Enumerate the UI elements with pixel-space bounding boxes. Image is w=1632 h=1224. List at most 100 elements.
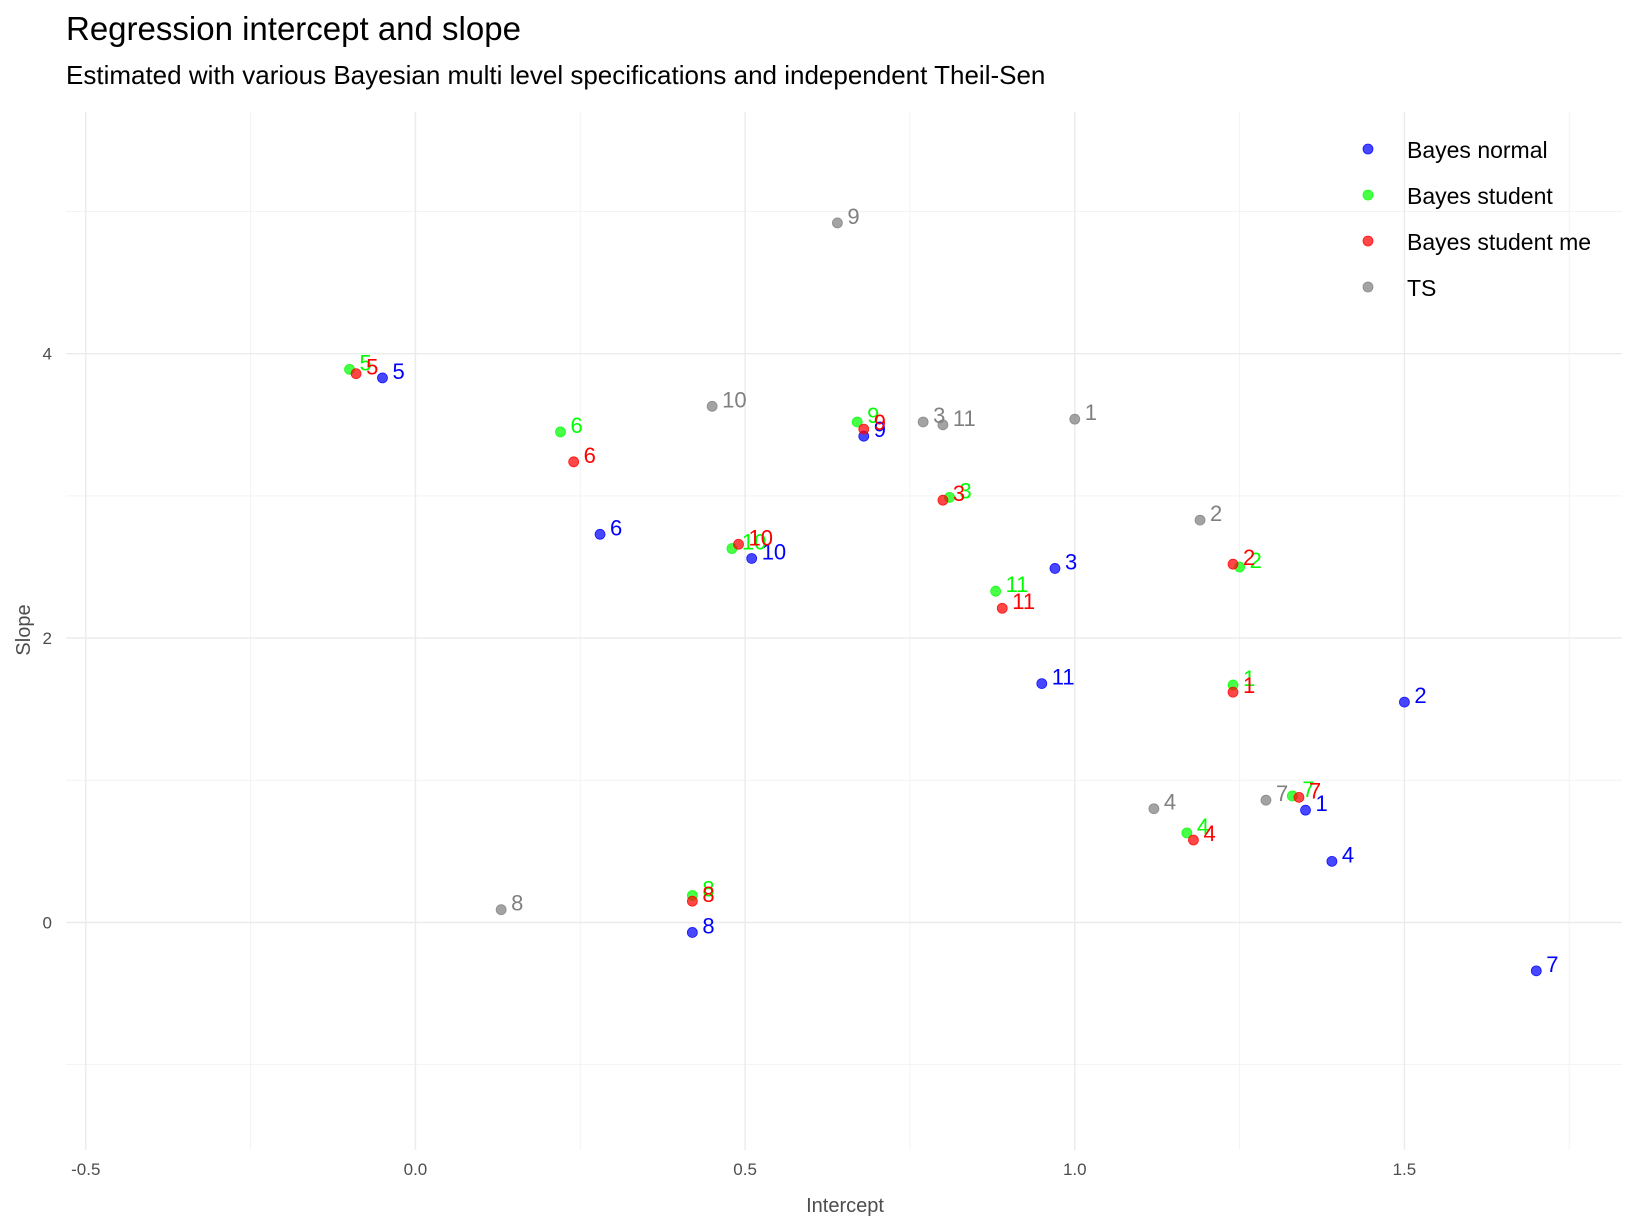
point-label: 4 — [1203, 821, 1215, 846]
point-label: 4 — [1342, 842, 1354, 867]
data-point — [733, 538, 744, 550]
point-label: 10 — [742, 530, 766, 555]
point-label: 7 — [1546, 952, 1558, 977]
point-label: 1 — [1085, 400, 1097, 425]
point-label: 5 — [360, 350, 372, 375]
legend-key — [1362, 235, 1374, 247]
data-point — [1194, 514, 1206, 526]
point-label: 10 — [722, 387, 746, 412]
point-label: 2 — [1414, 683, 1426, 708]
chart-subtitle: Estimated with various Bayesian multi le… — [66, 60, 1045, 90]
data-point — [706, 400, 718, 412]
data-point — [686, 927, 698, 938]
data-point — [746, 553, 758, 564]
data-point — [996, 602, 1008, 614]
x-axis-ticks: -0.5 0.0 0.5 1.0 1.5 — [71, 1160, 1416, 1179]
data-point — [1293, 791, 1305, 803]
data-point — [832, 217, 843, 229]
data-point — [851, 416, 863, 428]
x-tick-label: 0.5 — [733, 1160, 757, 1179]
y-axis-title: Slope — [13, 604, 35, 655]
data-point — [937, 494, 949, 506]
legend: Bayes normal Bayes student Bayes student m… — [1362, 137, 1591, 301]
point-label: 2 — [1250, 548, 1262, 573]
data-point — [594, 528, 606, 540]
point-label: 5 — [366, 355, 378, 380]
legend-key — [1362, 281, 1374, 293]
data-point — [555, 426, 566, 438]
point-label: 8 — [702, 876, 714, 901]
data-point — [1227, 686, 1239, 698]
point-label: 10 — [762, 539, 786, 564]
point-label: 7 — [1276, 781, 1288, 806]
point-label: 11 — [1012, 589, 1035, 614]
x-tick-label: 1.0 — [1063, 1160, 1087, 1179]
data-point — [1530, 965, 1542, 977]
point-label: 3 — [953, 481, 965, 506]
point-label: 11 — [1052, 665, 1075, 690]
data-point — [990, 585, 1002, 597]
point-label: 11 — [1006, 572, 1029, 597]
point-label: 4 — [1197, 814, 1209, 839]
point-label: 1 — [1243, 673, 1255, 698]
point-label: 8 — [702, 913, 714, 938]
point-label: 9 — [874, 417, 886, 442]
legend-label: TS — [1407, 275, 1436, 301]
data-point — [917, 416, 929, 428]
point-label: 3 — [959, 478, 971, 503]
data-point — [1227, 558, 1239, 570]
data-point — [937, 419, 949, 431]
point-label: 10 — [749, 525, 773, 550]
point-label: 3 — [1065, 549, 1077, 574]
x-axis-title: Intercept — [806, 1195, 884, 1217]
legend-label: Bayes student — [1407, 183, 1553, 209]
point-label: 4 — [1164, 790, 1176, 815]
data-point — [1036, 678, 1048, 690]
data-point — [686, 895, 698, 907]
point-label: 2 — [1243, 545, 1255, 570]
point-label: 8 — [511, 891, 523, 916]
data-point — [1181, 827, 1193, 839]
legend-key — [1362, 189, 1374, 201]
data-point — [1260, 794, 1272, 806]
y-tick-label: 2 — [43, 629, 52, 648]
chart-title: Regression intercept and slope — [66, 10, 521, 47]
point-label: 11 — [953, 406, 976, 431]
legend-key — [1362, 143, 1374, 155]
legend-label: Bayes normal — [1407, 137, 1548, 163]
point-label: 6 — [570, 413, 582, 438]
point-label: 7 — [1309, 778, 1321, 803]
x-tick-label: 0.0 — [404, 1160, 428, 1179]
y-axis-ticks: 0 2 4 — [43, 345, 52, 933]
data-point — [1069, 413, 1081, 425]
x-tick-label: 1.5 — [1393, 1160, 1417, 1179]
point-label: 9 — [867, 403, 879, 428]
data-point — [858, 423, 870, 435]
point-label: 6 — [610, 515, 622, 540]
point-label: 1 — [1243, 666, 1255, 691]
data-point — [1148, 803, 1160, 815]
point-label: 2 — [1210, 501, 1222, 526]
data-point — [1326, 855, 1338, 867]
data-point — [377, 372, 388, 384]
point-label: 6 — [584, 443, 596, 468]
legend-label: Bayes student me — [1407, 229, 1591, 255]
y-tick-label: 0 — [43, 913, 52, 932]
data-point — [1399, 696, 1410, 708]
data-point — [350, 368, 362, 380]
point-label: 1 — [1316, 791, 1328, 816]
point-label: 7 — [1302, 777, 1314, 802]
data-point — [568, 456, 580, 468]
data-point — [1188, 834, 1199, 846]
data-point — [1049, 563, 1061, 574]
x-tick-label: -0.5 — [71, 1160, 100, 1179]
data-point — [1300, 804, 1311, 816]
data-point — [495, 904, 507, 916]
grid-lines — [66, 112, 1622, 1150]
point-label: 8 — [702, 882, 714, 907]
point-label: 9 — [874, 410, 886, 435]
point-label: 9 — [847, 204, 859, 229]
y-tick-label: 4 — [43, 345, 52, 364]
